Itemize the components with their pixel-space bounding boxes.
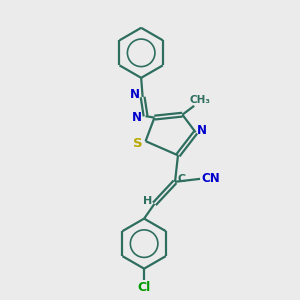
Text: N: N [132,111,142,124]
Text: CH₃: CH₃ [190,95,211,105]
Text: S: S [134,137,143,150]
Text: CN: CN [201,172,220,185]
Text: N: N [129,88,140,101]
Text: N: N [197,124,207,137]
Text: Cl: Cl [137,281,151,294]
Text: H: H [143,196,153,206]
Text: C: C [177,174,186,184]
